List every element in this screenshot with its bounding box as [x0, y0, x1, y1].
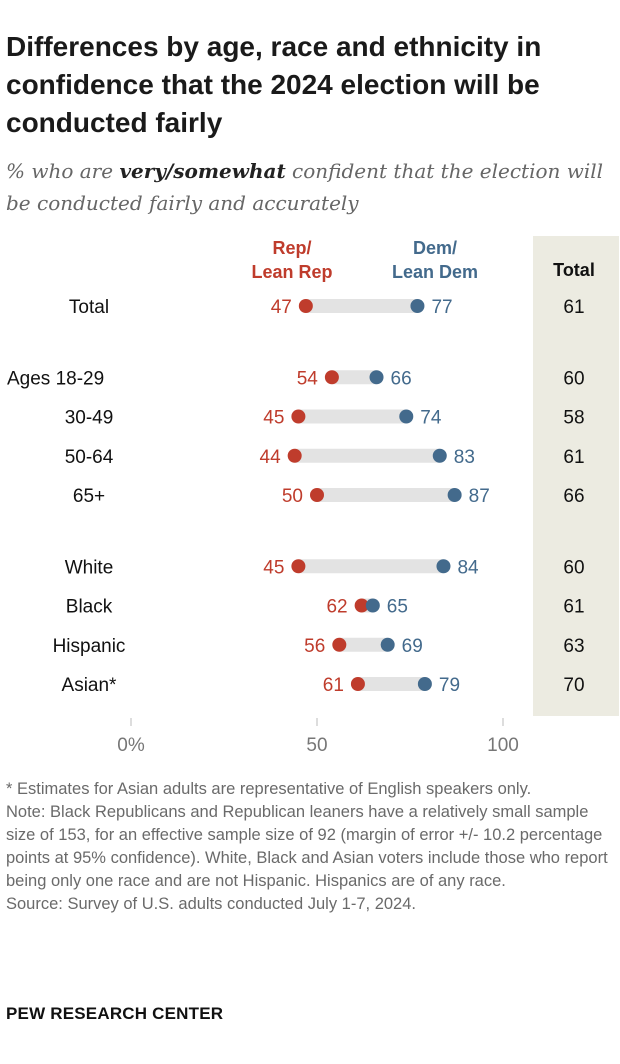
dem-value-label: 65 [387, 597, 408, 618]
rep-dot [291, 559, 306, 574]
x-axis-tick-label: 0% [117, 735, 145, 756]
row-label: 30-49 [65, 408, 114, 429]
asterisk-note: * Estimates for Asian adults are represe… [6, 780, 532, 798]
total-value-label: 61 [563, 297, 584, 318]
chart-title: Differences by age, race and ethnicity i… [6, 31, 542, 138]
total-value-label: 61 [563, 597, 584, 618]
dem-dot [447, 488, 462, 502]
dem-value-label: 83 [454, 447, 475, 468]
rep-value-label: 45 [263, 408, 284, 429]
rep-value-label: 50 [282, 486, 303, 507]
total-value-label: 61 [563, 447, 584, 468]
x-axis-tick-label: 100 [487, 735, 519, 756]
dem-value-label: 79 [439, 675, 460, 696]
rep-series-label: Rep/ [272, 238, 311, 258]
rep-dot [350, 677, 365, 691]
row-label: 50-64 [65, 447, 114, 468]
dem-dot [436, 559, 451, 574]
pew-research-center-logo-text: PEW RESEARCH CENTER [6, 1004, 224, 1023]
row-label: Hispanic [53, 636, 126, 657]
rep-value-label: 56 [304, 636, 325, 657]
range-bar [298, 409, 407, 424]
rep-dot [298, 299, 313, 313]
dem-dot [432, 448, 447, 463]
dem-series-label: Lean Dem [392, 262, 478, 282]
row-label: Total [69, 297, 109, 318]
rep-value-label: 44 [260, 447, 282, 468]
range-bar [294, 448, 440, 463]
rep-value-label: 47 [271, 297, 292, 318]
rep-value-label: 61 [323, 675, 344, 696]
total-value-label: 63 [563, 636, 584, 657]
dem-dot [365, 598, 380, 613]
total-value-label: 66 [563, 486, 584, 507]
dem-dot [399, 409, 414, 424]
dem-value-label: 69 [402, 636, 423, 657]
dem-value-label: 74 [420, 408, 442, 429]
total-column-background [533, 236, 619, 716]
x-axis-tick-label: 50 [306, 735, 327, 756]
chart-subtitle: % who are very/somewhat confident that t… [6, 155, 616, 219]
range-bar [339, 637, 388, 652]
rep-value-label: 62 [326, 597, 347, 618]
dem-value-label: 87 [469, 486, 490, 507]
total-value-label: 70 [563, 675, 584, 696]
rep-value-label: 45 [263, 557, 284, 578]
rep-series-label: Lean Rep [251, 262, 332, 282]
dem-value-label: 77 [431, 297, 452, 318]
dem-value-label: 66 [391, 368, 412, 389]
row-label: 65+ [73, 486, 105, 507]
row-label: White [65, 557, 114, 578]
total-column-header: Total [553, 260, 595, 280]
rep-value-label: 54 [297, 368, 319, 389]
range-bar [305, 299, 418, 313]
subtitle-emphasis: very/somewhat [119, 159, 286, 183]
rep-dot [324, 370, 339, 385]
row-label: Black [66, 597, 113, 618]
dem-dot [410, 299, 425, 313]
rep-dot [354, 598, 369, 613]
row-label: Ages 18-29 [7, 368, 104, 389]
methodology-note: Note: Black Republicans and Republican l… [6, 803, 608, 890]
dem-dot [417, 677, 432, 691]
rep-dot [291, 409, 306, 424]
rep-dot [332, 637, 347, 652]
range-bar [298, 559, 444, 574]
range-bar [317, 488, 455, 502]
range-bar [331, 370, 377, 385]
subtitle-prefix: % who are [6, 159, 120, 183]
dem-series-label: Dem/ [413, 238, 457, 258]
dem-value-label: 84 [457, 557, 479, 578]
dem-dot [369, 370, 384, 385]
rep-dot [310, 488, 324, 502]
total-value-label: 60 [563, 368, 584, 389]
total-value-label: 58 [563, 408, 584, 429]
rep-dot [287, 448, 302, 463]
total-value-label: 60 [563, 557, 584, 578]
dot-plot-chart: Rep/Lean Rep Dem/Lean Dem Total 0% 50 100 Tota… [7, 236, 619, 756]
range-bar [357, 677, 425, 691]
source-note: Source: Survey of U.S. adults conducted … [6, 895, 416, 913]
dem-dot [380, 637, 395, 652]
chart-notes: * Estimates for Asian adults are represe… [6, 778, 618, 916]
row-label: Asian* [62, 675, 118, 696]
subtitle-suffix: confident that the election will be cond… [6, 159, 604, 215]
